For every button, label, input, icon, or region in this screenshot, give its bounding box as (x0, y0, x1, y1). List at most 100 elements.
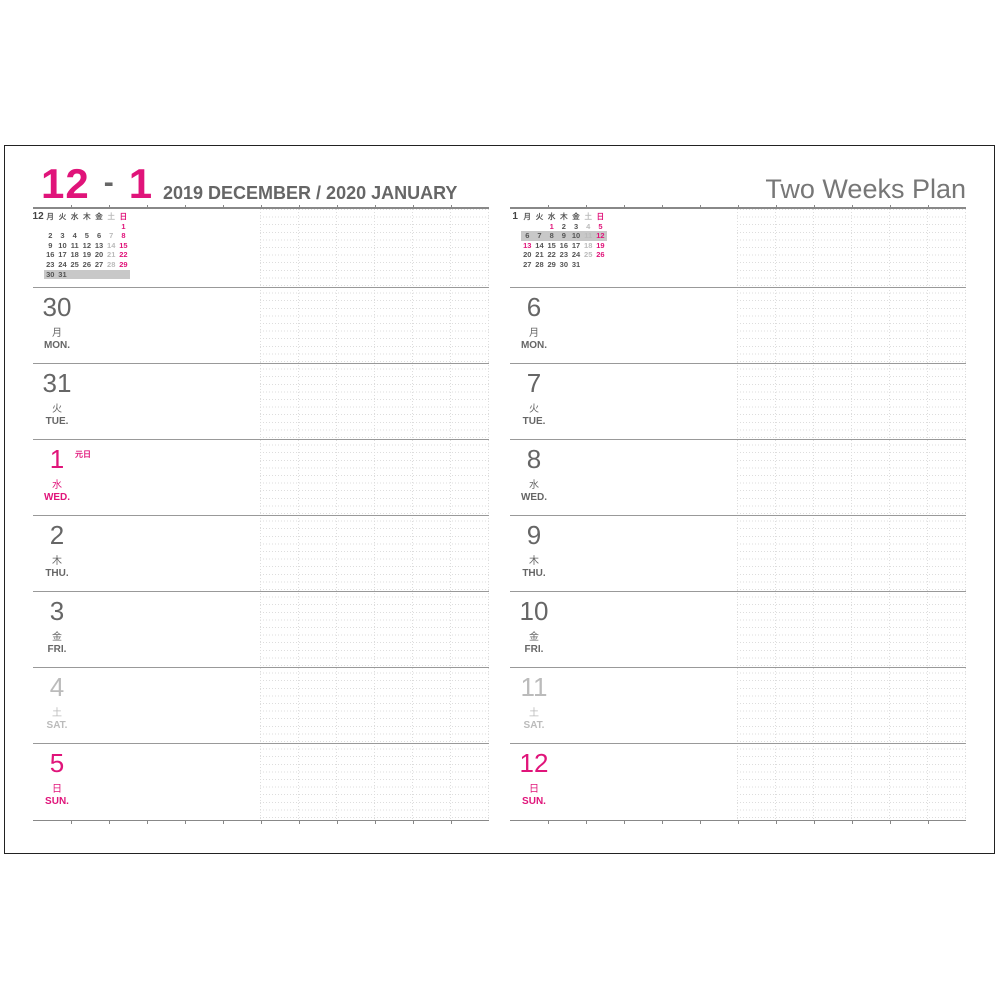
day-row[interactable]: 3 金 FRI. (33, 591, 489, 668)
mini-calendar-week: 9 10 11 12 13 14 15 (32, 241, 130, 251)
mini-calendar-day[interactable]: 3 (573, 221, 579, 231)
mini-calendar-day[interactable]: 16 (559, 240, 569, 250)
mini-calendar-day[interactable]: 23 (559, 250, 569, 260)
mini-calendar-day[interactable]: 5 (84, 231, 89, 241)
mini-calendar-day[interactable] (68, 269, 81, 280)
mini-calendar-day[interactable]: 22 (547, 250, 556, 260)
mini-calendar-day[interactable]: 19 (596, 240, 605, 250)
mini-calendar-day[interactable]: 21 (535, 250, 544, 260)
mini-calendar-day[interactable] (81, 222, 93, 232)
mini-calendar-day[interactable] (105, 222, 117, 232)
mini-calendar-day[interactable]: 6 (521, 231, 534, 241)
mini-calendar-day[interactable]: 7 (109, 231, 114, 241)
mini-calendar-day[interactable]: 19 (82, 250, 92, 260)
day-row[interactable]: 2 木 THU. (33, 515, 489, 592)
day-row[interactable]: 7 火 TUE. (510, 363, 966, 440)
mini-calendar-day[interactable]: 20 (94, 250, 104, 260)
mini-calendar-day[interactable]: 25 (70, 259, 79, 269)
day-row[interactable]: 12 日 SUN. (510, 743, 966, 820)
mini-calendar-day[interactable]: 1 (121, 221, 126, 231)
mini-calendar-day[interactable]: 7 (533, 231, 546, 241)
mini-calendar-day[interactable]: 2 (48, 231, 53, 241)
mini-calendar-day[interactable]: 3 (60, 231, 65, 241)
mini-calendar-day[interactable]: 9 (48, 240, 53, 250)
day-row[interactable]: 9 木 THU. (510, 515, 966, 592)
mini-calendar-day[interactable]: 9 (557, 231, 570, 241)
day-row[interactable]: 5 日 SUN. (33, 743, 489, 820)
day-row[interactable]: 10 金 FRI. (510, 591, 966, 668)
mini-calendar-day[interactable]: 29 (119, 259, 128, 269)
mini-calendar-day[interactable]: 24 (571, 250, 581, 260)
mini-calendar-day[interactable]: 12 (594, 231, 607, 241)
day-row[interactable]: 11 土 SAT. (510, 667, 966, 744)
mini-calendar-day[interactable]: 20 (523, 250, 532, 260)
mini-calendar-day[interactable]: 16 (46, 250, 55, 260)
mini-calendar-day[interactable]: 6 (96, 231, 102, 241)
mini-calendar-day[interactable]: 15 (119, 240, 128, 250)
mini-calendar-day[interactable]: 29 (547, 259, 556, 269)
tick-mark (662, 205, 663, 209)
day-row[interactable]: 6 月 MON. (510, 287, 966, 364)
mini-calendar-day[interactable]: 8 (545, 231, 558, 241)
tick-mark (662, 820, 663, 824)
day-kanji: 火 (529, 404, 539, 415)
mini-calendar-day[interactable]: 30 (559, 259, 569, 269)
mini-calendar-day[interactable]: 15 (547, 240, 556, 250)
mini-calendar-day[interactable]: 17 (58, 250, 67, 260)
mini-calendar-day[interactable]: 27 (94, 259, 104, 269)
mini-calendar-day[interactable]: 31 (571, 259, 581, 269)
mini-calendar-day[interactable] (521, 222, 533, 232)
mini-calendar-day[interactable] (44, 222, 56, 232)
mini-calendar-day[interactable]: 28 (535, 259, 544, 269)
mini-calendar-day[interactable]: 14 (107, 240, 116, 250)
mini-calendar-day[interactable]: 10 (58, 240, 67, 250)
mini-calendar-day[interactable]: 11 (582, 231, 595, 241)
day-row[interactable]: 31 火 TUE. (33, 363, 489, 440)
notes-grid-vertical (260, 209, 489, 820)
mini-calendar-day[interactable]: 26 (82, 259, 92, 269)
mini-calendar-day[interactable]: 31 (56, 269, 69, 280)
day-row[interactable]: 1 水 WED. 元日 (33, 439, 489, 516)
mini-calendar-day[interactable] (93, 222, 105, 232)
mini-calendar-day[interactable]: 5 (598, 221, 603, 231)
mini-calendar-day[interactable] (80, 269, 93, 280)
mini-calendar-day[interactable]: 17 (571, 240, 581, 250)
mini-calendar-day[interactable] (69, 222, 81, 232)
mini-calendar-day[interactable]: 18 (70, 250, 79, 260)
day-row[interactable]: 8 水 WED. (510, 439, 966, 516)
mini-calendar-day[interactable]: 30 (44, 269, 57, 280)
mini-calendar-day[interactable] (92, 269, 106, 280)
mini-calendar-day[interactable] (117, 269, 130, 280)
mini-calendar-day[interactable]: 14 (535, 240, 544, 250)
mini-calendar-day[interactable]: 13 (94, 240, 104, 250)
mini-calendar-day[interactable]: 11 (70, 240, 79, 250)
mini-calendar-day[interactable]: 24 (58, 259, 67, 269)
mini-calendar-day[interactable]: 8 (121, 231, 126, 241)
mini-calendar-day[interactable]: 23 (46, 259, 55, 269)
mini-calendar-day[interactable]: 27 (523, 259, 532, 269)
mini-calendar-day[interactable]: 10 (569, 231, 583, 241)
day-number: 2 (49, 520, 65, 550)
mini-calendar-day[interactable]: 2 (561, 221, 566, 231)
mini-calendar-day[interactable] (105, 269, 118, 280)
mini-calendar-day[interactable] (533, 222, 545, 232)
day-row[interactable]: 30 月 MON. (33, 287, 489, 364)
mini-calendar-day[interactable]: 18 (584, 240, 593, 250)
day-kanji: 水 (52, 480, 62, 491)
mini-calendar-day[interactable] (594, 260, 606, 270)
weekday-header: 火 (58, 212, 67, 221)
mini-calendar-day[interactable]: 28 (107, 259, 116, 269)
mini-calendar-day[interactable]: 26 (596, 250, 605, 260)
mini-calendar-day[interactable]: 25 (584, 250, 593, 260)
mini-calendar-day[interactable]: 4 (586, 221, 591, 231)
mini-calendar-day[interactable]: 22 (119, 250, 128, 260)
tick-mark (337, 820, 338, 824)
mini-calendar-day[interactable]: 4 (72, 231, 77, 241)
mini-calendar-day[interactable]: 1 (549, 221, 554, 231)
mini-calendar-day[interactable]: 13 (523, 240, 532, 250)
mini-calendar-day[interactable] (56, 222, 68, 232)
day-row[interactable]: 4 土 SAT. (33, 667, 489, 744)
mini-calendar-day[interactable]: 12 (82, 240, 92, 250)
mini-calendar-day[interactable]: 21 (107, 250, 116, 260)
mini-calendar-day[interactable] (582, 260, 594, 270)
